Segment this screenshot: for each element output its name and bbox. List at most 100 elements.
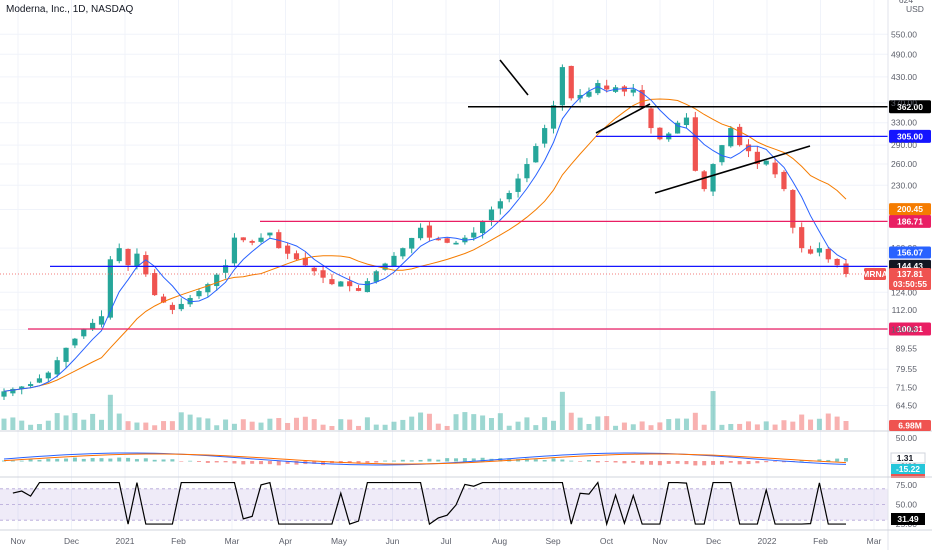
candle-body[interactable] <box>205 284 211 293</box>
candle-body[interactable] <box>533 146 539 163</box>
candle-body[interactable] <box>568 65 574 99</box>
candle-body[interactable] <box>160 296 167 303</box>
trend-lines[interactable] <box>499 59 811 194</box>
candle-body[interactable] <box>639 89 645 108</box>
candle-body[interactable] <box>125 248 131 266</box>
candle-body[interactable] <box>36 378 43 383</box>
candle-body[interactable] <box>444 238 450 243</box>
candle-body[interactable] <box>54 360 60 375</box>
candle-body[interactable] <box>816 248 823 253</box>
candle-body[interactable] <box>648 108 654 129</box>
candle-body[interactable] <box>692 117 698 171</box>
candle-body[interactable] <box>134 253 140 267</box>
candle-body[interactable] <box>630 89 636 93</box>
candle-body[interactable] <box>240 237 246 241</box>
candle-body[interactable] <box>293 253 300 260</box>
trend-line[interactable] <box>595 103 651 134</box>
candle-body[interactable] <box>604 85 610 90</box>
candle-body[interactable] <box>825 249 831 260</box>
candle-body[interactable] <box>302 257 308 266</box>
candle-body[interactable] <box>577 94 583 99</box>
candle-body[interactable] <box>196 291 202 297</box>
candle-body[interactable] <box>834 258 840 266</box>
candle-body[interactable] <box>45 372 51 379</box>
candle-body[interactable] <box>710 164 716 192</box>
candle-body[interactable] <box>435 238 441 241</box>
candle-body[interactable] <box>781 171 787 190</box>
candle-body[interactable] <box>347 281 353 287</box>
candle-body[interactable] <box>453 242 459 245</box>
candle-body[interactable] <box>391 255 397 267</box>
price-tick: 112.00 <box>892 305 918 315</box>
candle-body[interactable] <box>763 160 769 165</box>
candle-body[interactable] <box>807 249 814 254</box>
candle-body[interactable] <box>249 240 255 243</box>
candle-body[interactable] <box>790 190 796 228</box>
volume-bar <box>161 421 167 430</box>
candle-body[interactable] <box>400 248 406 257</box>
candle-body[interactable] <box>63 347 69 362</box>
candle-body[interactable] <box>267 232 273 236</box>
candle-body[interactable] <box>311 267 317 272</box>
candle-body[interactable] <box>754 151 760 165</box>
candle-body[interactable] <box>27 384 34 387</box>
candle-body[interactable] <box>10 388 16 394</box>
candle-body[interactable] <box>524 164 530 179</box>
candle-body[interactable] <box>542 128 548 144</box>
candle-body[interactable] <box>772 162 778 175</box>
macd-histogram-bar <box>294 461 299 465</box>
candle-body[interactable] <box>214 274 220 287</box>
candle-body[interactable] <box>586 91 592 97</box>
candle-body[interactable] <box>843 263 849 275</box>
candle-body[interactable] <box>409 237 415 249</box>
candle-body[interactable] <box>169 304 175 310</box>
candle-body[interactable] <box>320 270 326 278</box>
candle-body[interactable] <box>107 259 113 318</box>
candle-body[interactable] <box>116 248 122 262</box>
candle-body[interactable] <box>231 237 238 264</box>
candle-body[interactable] <box>559 67 565 106</box>
candle-body[interactable] <box>595 83 601 94</box>
candle-body[interactable] <box>373 271 379 282</box>
candle-body[interactable] <box>19 386 25 389</box>
candle-body[interactable] <box>364 281 370 293</box>
candle-body[interactable] <box>355 288 362 291</box>
candle-body[interactable] <box>515 178 521 192</box>
candle-body[interactable] <box>480 221 486 234</box>
candle-body[interactable] <box>675 122 681 134</box>
candle-body[interactable] <box>506 192 512 200</box>
candle-body[interactable] <box>81 329 87 337</box>
trend-line[interactable] <box>654 145 811 194</box>
candle-body[interactable] <box>329 279 335 285</box>
candle-body[interactable] <box>497 201 503 209</box>
candle-body[interactable] <box>701 171 707 190</box>
candle-body[interactable] <box>728 128 734 147</box>
candle-body[interactable] <box>222 265 229 273</box>
candle-body[interactable] <box>488 209 495 221</box>
candle-body[interactable] <box>338 281 344 287</box>
candle-body[interactable] <box>90 322 96 330</box>
candle-body[interactable] <box>187 297 193 305</box>
candle-body[interactable] <box>657 127 663 140</box>
candle-body[interactable] <box>799 227 805 249</box>
candle-body[interactable] <box>98 316 105 325</box>
trend-line[interactable] <box>499 59 529 96</box>
candle-body[interactable] <box>143 255 149 275</box>
level-badge <box>889 322 931 336</box>
candle-body[interactable] <box>1 391 7 397</box>
candle-body[interactable] <box>550 105 557 129</box>
candle-body[interactable] <box>152 273 158 296</box>
candle-body[interactable] <box>285 245 291 254</box>
candle-body[interactable] <box>417 227 424 239</box>
candle-body[interactable] <box>719 145 725 163</box>
candlesticks[interactable] <box>1 64 849 401</box>
candle-body[interactable] <box>178 303 184 310</box>
candle-body[interactable] <box>471 232 477 238</box>
candle-body[interactable] <box>426 225 433 238</box>
candle-body[interactable] <box>745 144 752 152</box>
candle-body[interactable] <box>683 117 690 126</box>
candle-body[interactable] <box>258 237 264 242</box>
candle-body[interactable] <box>72 338 78 346</box>
